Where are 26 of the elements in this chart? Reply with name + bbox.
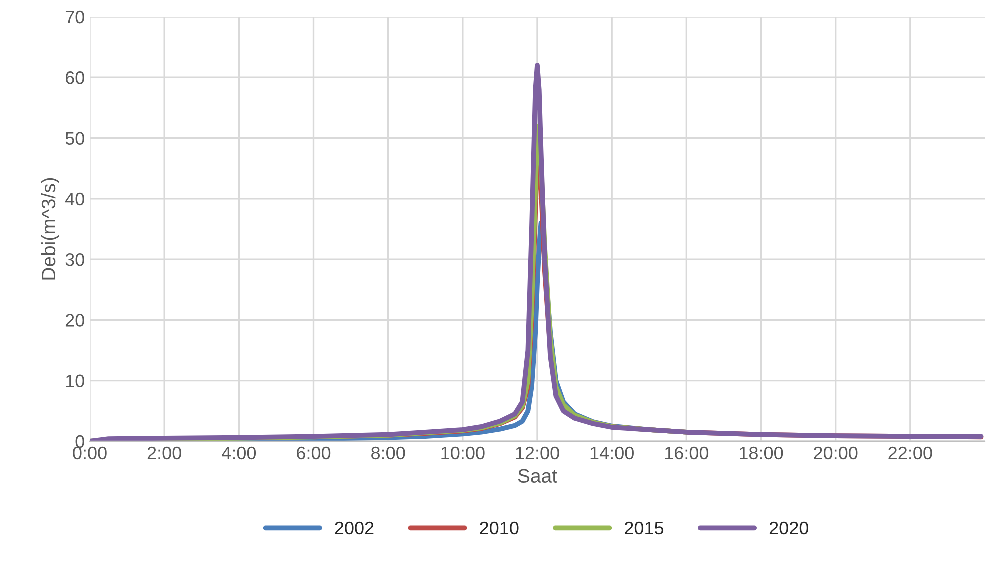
x-tick-label: 18:00: [740, 446, 784, 460]
x-tick-label: 12:00: [516, 446, 560, 460]
x-tick-label: 2:00: [148, 446, 182, 460]
x-tick-label: 14:00: [590, 446, 634, 460]
legend-label: 2002: [335, 522, 374, 535]
x-tick-label: 0:00: [73, 446, 107, 460]
legend-label: 2010: [480, 522, 519, 535]
x-tick-label: 16:00: [665, 446, 709, 460]
x-tick-label: 6:00: [297, 446, 331, 460]
y-tick-label: 50: [66, 132, 84, 145]
x-tick-label: 8:00: [372, 446, 406, 460]
y-axis-title: Debi(m^3/s): [41, 178, 60, 280]
y-tick-label: 20: [66, 314, 84, 327]
x-tick-label: 10:00: [442, 446, 485, 460]
y-tick-label: 10: [66, 374, 84, 388]
legend-label: 2015: [625, 522, 664, 535]
y-tick-label: 60: [66, 72, 84, 84]
y-tick-label: 70: [66, 10, 84, 24]
x-tick-label: 20:00: [814, 446, 858, 460]
x-axis-title: Saat: [518, 469, 558, 484]
x-tick-label: 22:00: [888, 446, 932, 460]
y-tick-label: 40: [65, 192, 84, 206]
y-tick-label: 30: [66, 253, 84, 266]
y-tick-label: 0: [76, 435, 84, 448]
legend-label: 2020: [770, 522, 809, 535]
x-tick-label: 4:00: [222, 446, 256, 460]
